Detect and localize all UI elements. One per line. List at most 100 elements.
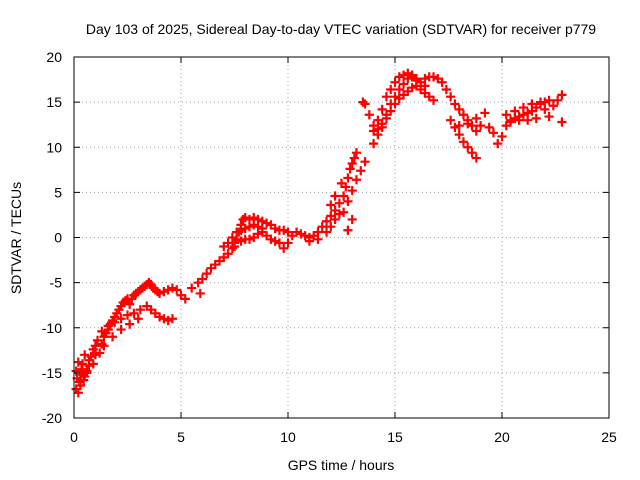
data-point	[356, 166, 366, 176]
data-point	[416, 84, 426, 95]
data-point	[454, 104, 464, 114]
data-point	[476, 120, 486, 131]
x-tick-label: 20	[494, 429, 510, 445]
data-point	[535, 97, 546, 107]
data-point	[187, 283, 197, 293]
data-point	[167, 314, 178, 324]
data-point	[195, 288, 205, 299]
data-point	[557, 90, 567, 100]
data-point	[463, 119, 473, 129]
data-point	[471, 153, 481, 163]
y-tick-label: -15	[42, 365, 62, 381]
data-point	[103, 321, 113, 331]
data-point	[339, 191, 349, 201]
data-point	[326, 200, 336, 210]
chart-title: Day 103 of 2025, Sidereal Day-to-day VTE…	[86, 21, 596, 37]
data-point	[219, 241, 229, 252]
data-point	[321, 227, 332, 237]
data-point	[326, 211, 336, 221]
data-point	[219, 252, 229, 262]
data-point	[345, 164, 355, 174]
data-point	[317, 222, 327, 232]
data-point	[428, 95, 439, 105]
data-point	[330, 191, 340, 201]
y-tick-label: -10	[42, 320, 62, 336]
data-point	[523, 115, 533, 125]
data-point	[403, 86, 413, 96]
data-point	[283, 238, 293, 248]
data-point	[358, 97, 368, 107]
data-point	[229, 241, 240, 252]
data-point	[450, 99, 460, 109]
data-point	[471, 113, 481, 123]
data-point	[107, 332, 118, 342]
data-point	[110, 317, 120, 327]
data-point	[279, 243, 289, 253]
data-point	[531, 113, 541, 123]
data-point	[75, 380, 86, 391]
data-point	[90, 350, 100, 360]
data-point	[531, 102, 541, 113]
data-point	[557, 117, 567, 127]
data-point	[125, 299, 135, 309]
data-point	[90, 341, 100, 351]
y-tick-label: 0	[54, 230, 62, 246]
data-point	[146, 305, 156, 315]
data-point	[386, 106, 396, 116]
data-point	[454, 130, 464, 140]
data-point	[330, 214, 340, 225]
data-point	[304, 236, 314, 246]
data-point	[540, 104, 550, 114]
data-point	[82, 368, 92, 378]
data-point	[381, 92, 392, 102]
data-point	[364, 110, 374, 120]
data-point	[501, 110, 511, 120]
data-point	[398, 79, 409, 89]
y-tick-label: 20	[46, 49, 62, 65]
data-point	[223, 238, 233, 248]
x-tick-label: 0	[70, 429, 78, 445]
data-point	[544, 95, 554, 105]
data-point	[377, 122, 387, 132]
data-point	[257, 227, 267, 237]
data-point	[326, 222, 336, 232]
data-point	[351, 175, 362, 185]
data-point	[129, 308, 139, 318]
data-point	[527, 99, 537, 109]
data-point	[510, 106, 520, 116]
data-point	[544, 111, 554, 122]
x-tick-label: 25	[601, 429, 617, 445]
data-point	[202, 269, 212, 279]
data-point	[369, 126, 379, 136]
data-point	[197, 274, 207, 284]
data-point	[420, 88, 430, 98]
data-point	[463, 142, 473, 152]
x-tick-label: 15	[387, 429, 403, 445]
data-point	[266, 220, 276, 230]
data-point	[97, 326, 107, 336]
data-point	[441, 84, 451, 95]
data-point	[73, 357, 83, 367]
data-point	[480, 108, 490, 118]
data-point	[347, 214, 357, 225]
data-point	[398, 90, 409, 100]
data-point	[553, 95, 563, 105]
data-point	[150, 308, 160, 318]
data-point	[330, 205, 340, 216]
data-point	[373, 130, 383, 140]
data-point	[446, 92, 456, 102]
data-point	[454, 120, 464, 131]
data-point	[193, 278, 203, 288]
y-tick-label: 10	[46, 139, 62, 155]
data-point	[274, 238, 285, 248]
data-point	[116, 324, 126, 335]
y-tick-label: 5	[54, 184, 62, 200]
data-point	[80, 350, 90, 360]
data-point	[369, 139, 379, 149]
data-point	[411, 75, 421, 86]
data-point	[125, 319, 135, 329]
data-point	[349, 153, 359, 163]
data-point	[433, 74, 443, 84]
data-point	[458, 137, 469, 147]
